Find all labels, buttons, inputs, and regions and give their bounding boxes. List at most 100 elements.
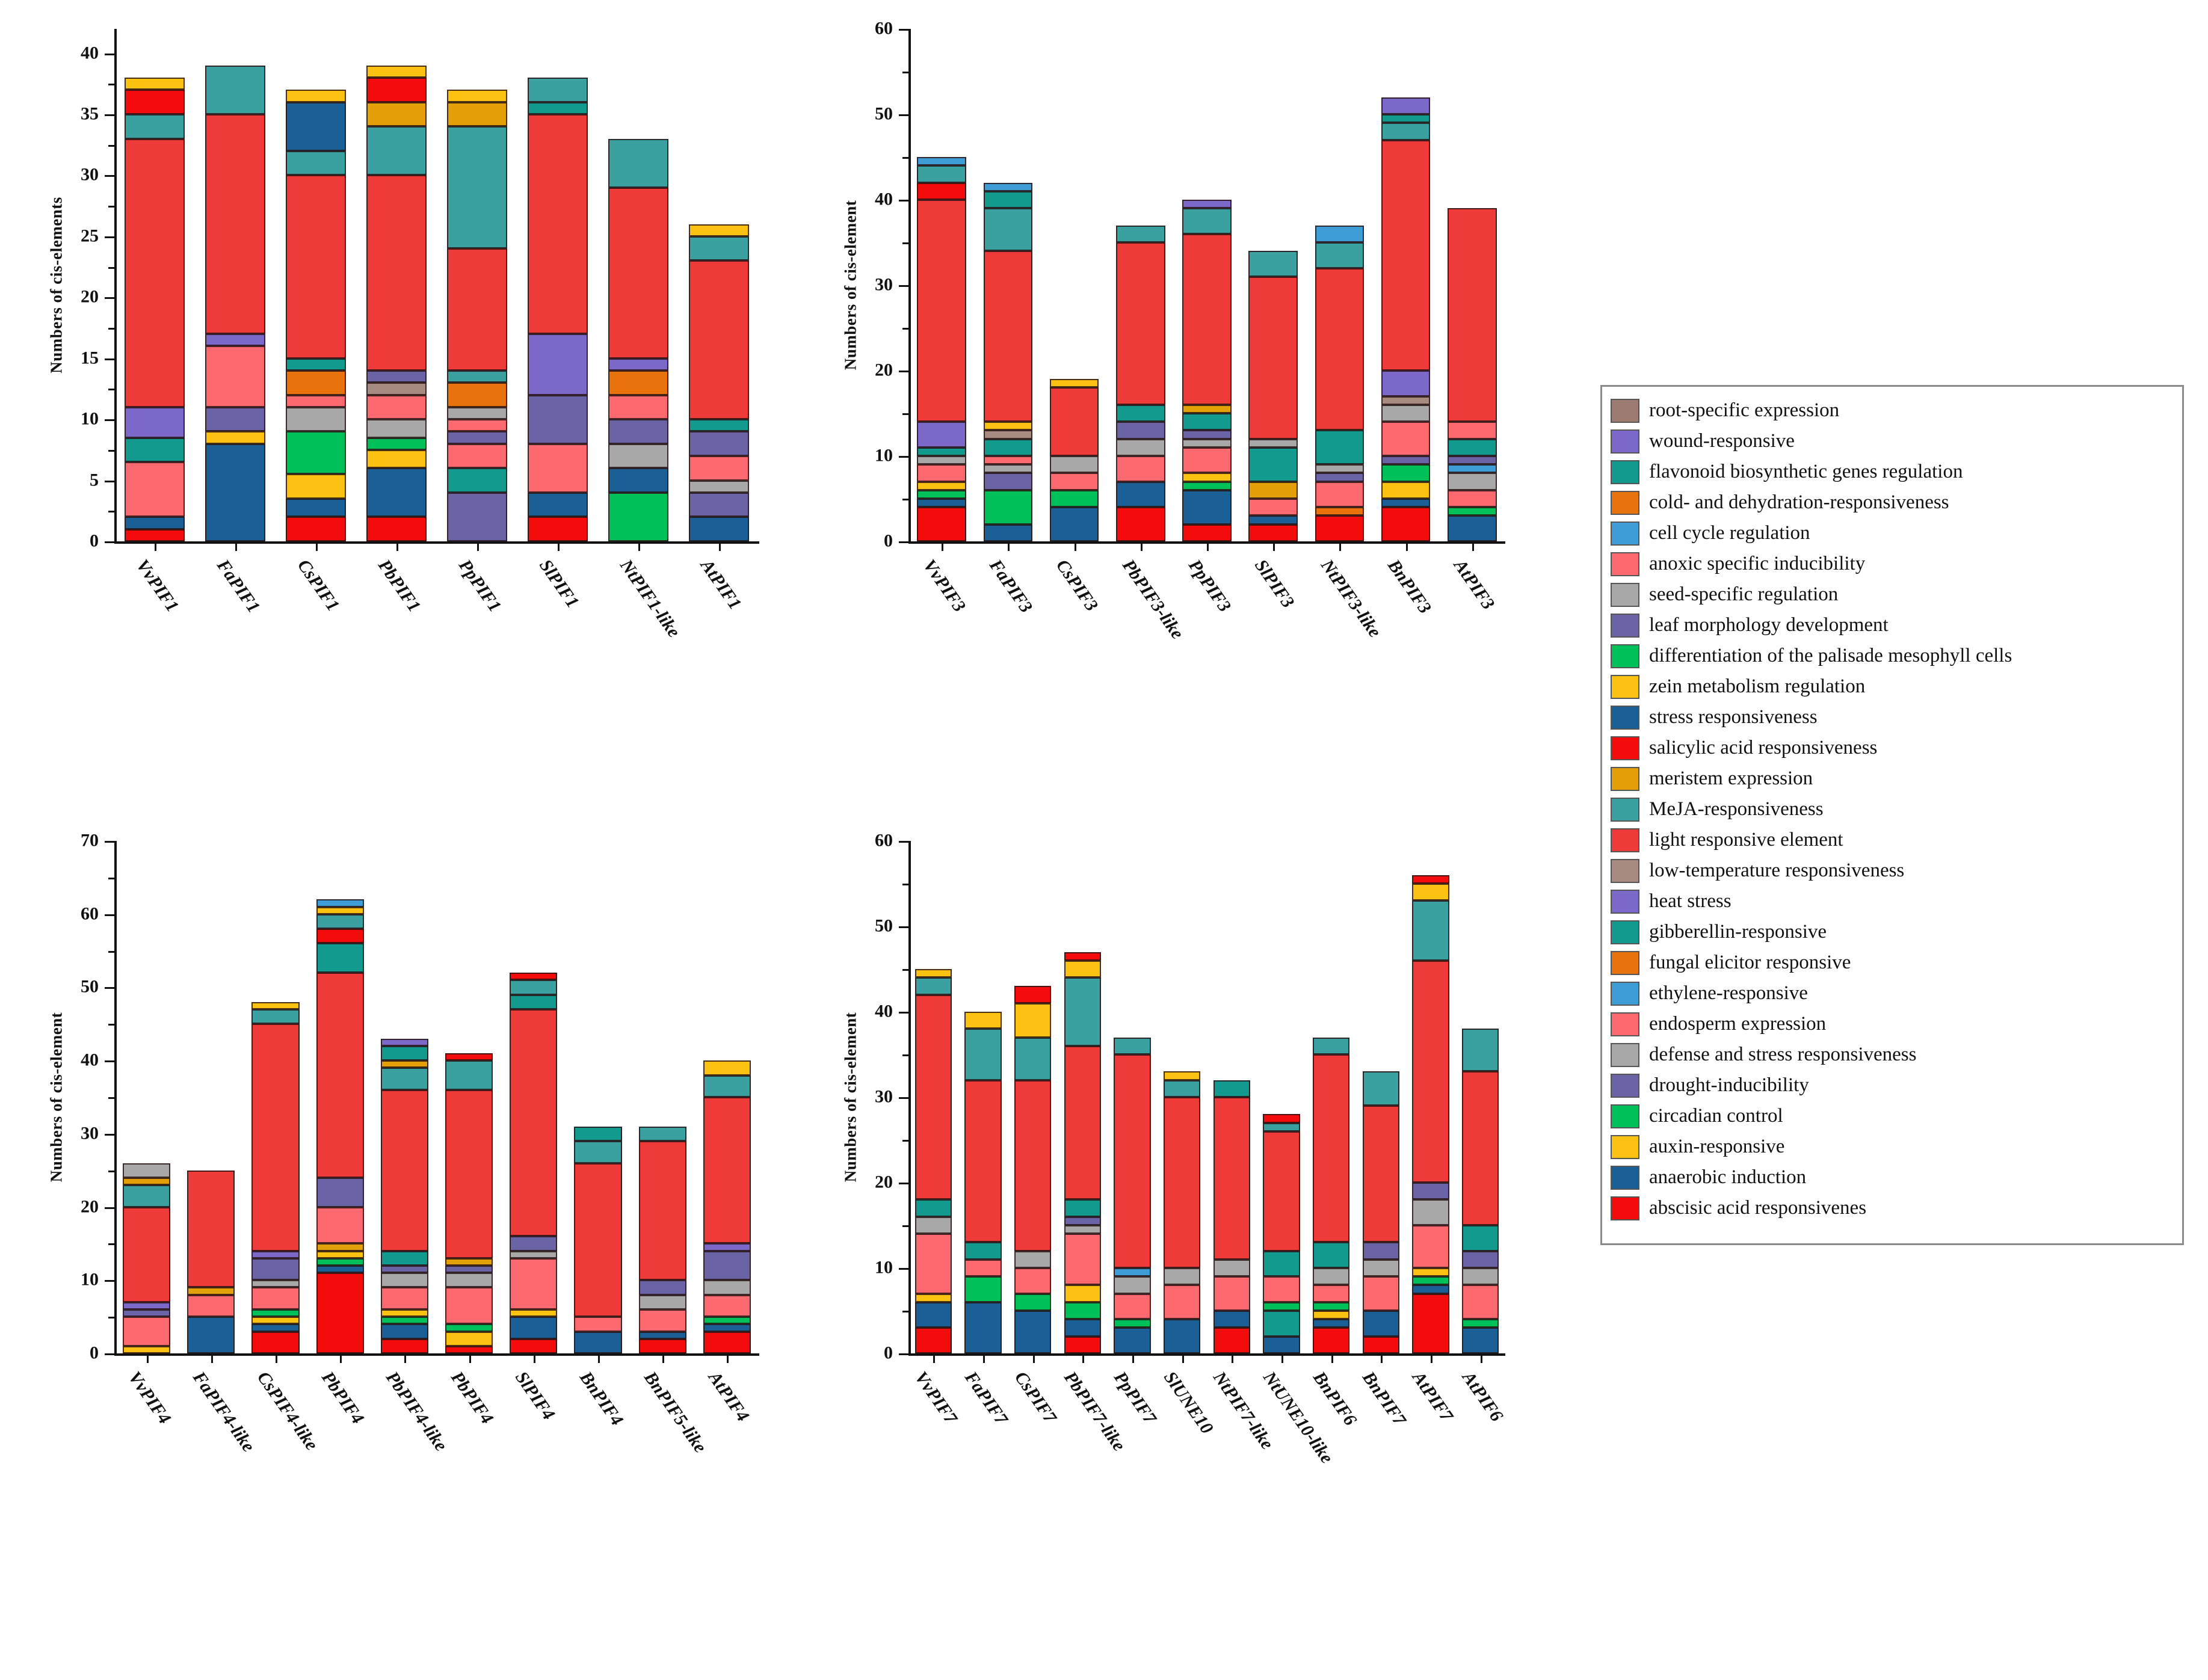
bar-segment[interactable]	[1014, 1268, 1052, 1294]
stacked-bar[interactable]	[983, 182, 1033, 541]
stacked-bar[interactable]	[1182, 200, 1232, 541]
bar-segment[interactable]	[1448, 473, 1497, 490]
legend-item[interactable]: stress responsiveness	[1611, 702, 2171, 733]
bar-segment[interactable]	[366, 102, 427, 127]
bar-segment[interactable]	[286, 395, 346, 407]
stacked-bar[interactable]	[366, 65, 427, 541]
bar-segment[interactable]	[205, 114, 265, 334]
bar-segment[interactable]	[1412, 1285, 1449, 1294]
bar-segment[interactable]	[1064, 1216, 1101, 1226]
bar-segment[interactable]	[528, 443, 588, 493]
bar-segment[interactable]	[1014, 1080, 1052, 1251]
bar-segment[interactable]	[122, 1185, 171, 1207]
bar-segment[interactable]	[689, 419, 749, 432]
bar-segment[interactable]	[1448, 490, 1497, 508]
stacked-bar[interactable]	[316, 899, 364, 1353]
bar-segment[interactable]	[1381, 140, 1431, 371]
bar-segment[interactable]	[1263, 1311, 1300, 1337]
bar-segment[interactable]	[366, 468, 427, 517]
bar-segment[interactable]	[983, 464, 1033, 473]
bar-segment[interactable]	[510, 1309, 558, 1317]
bar-segment[interactable]	[1182, 430, 1232, 439]
bar-segment[interactable]	[1248, 251, 1298, 277]
bar-segment[interactable]	[366, 126, 427, 176]
bar-segment[interactable]	[366, 395, 427, 420]
bar-segment[interactable]	[1049, 379, 1099, 388]
bar-segment[interactable]	[964, 1259, 1002, 1277]
bar-segment[interactable]	[1315, 507, 1365, 516]
bar-segment[interactable]	[1462, 1071, 1499, 1226]
bar-segment[interactable]	[1164, 1080, 1201, 1098]
bar-segment[interactable]	[1049, 507, 1099, 541]
bar-segment[interactable]	[1248, 276, 1298, 439]
bar-segment[interactable]	[1182, 447, 1232, 473]
bar-segment[interactable]	[1412, 1293, 1449, 1353]
legend-item[interactable]: drought-inducibility	[1611, 1070, 2171, 1101]
bar-segment[interactable]	[1064, 1319, 1101, 1337]
bar-segment[interactable]	[689, 431, 749, 457]
bar-segment[interactable]	[286, 150, 346, 176]
bar-segment[interactable]	[1213, 1080, 1250, 1098]
legend-item[interactable]: differentiation of the palisade mesophyl…	[1611, 641, 2171, 671]
stacked-bar[interactable]	[703, 1060, 751, 1353]
bar-segment[interactable]	[1315, 473, 1365, 482]
legend-item[interactable]: zein metabolism regulation	[1611, 671, 2171, 702]
bar-segment[interactable]	[1182, 413, 1232, 431]
bar-segment[interactable]	[914, 969, 952, 978]
bar-segment[interactable]	[125, 114, 185, 139]
bar-segment[interactable]	[914, 977, 952, 995]
bar-segment[interactable]	[983, 524, 1033, 541]
bar-segment[interactable]	[1313, 1037, 1350, 1055]
bar-segment[interactable]	[1064, 960, 1101, 978]
bar-segment[interactable]	[528, 517, 588, 541]
bar-segment[interactable]	[917, 499, 966, 508]
bar-segment[interactable]	[1315, 464, 1365, 473]
bar-segment[interactable]	[1412, 960, 1449, 1183]
bar-segment[interactable]	[1381, 499, 1431, 508]
bar-segment[interactable]	[574, 1317, 622, 1332]
bar-segment[interactable]	[914, 1293, 952, 1302]
bar-segment[interactable]	[445, 1053, 493, 1061]
bar-segment[interactable]	[286, 358, 346, 371]
bar-segment[interactable]	[574, 1141, 622, 1163]
bar-segment[interactable]	[1362, 1106, 1399, 1243]
bar-segment[interactable]	[286, 474, 346, 499]
stacked-bar[interactable]	[528, 78, 588, 541]
legend-item[interactable]: endosperm expression	[1611, 1009, 2171, 1039]
bar-segment[interactable]	[187, 1287, 235, 1295]
bar-segment[interactable]	[1448, 456, 1497, 465]
bar-segment[interactable]	[964, 1080, 1002, 1243]
bar-segment[interactable]	[1263, 1336, 1300, 1353]
bar-segment[interactable]	[1064, 1285, 1101, 1302]
bar-segment[interactable]	[1263, 1276, 1300, 1302]
bar-segment[interactable]	[316, 1273, 364, 1353]
legend-item[interactable]: salicylic acid responsiveness	[1611, 733, 2171, 763]
bar-segment[interactable]	[1412, 1268, 1449, 1277]
bar-segment[interactable]	[380, 1273, 429, 1288]
bar-segment[interactable]	[366, 449, 427, 469]
bar-segment[interactable]	[983, 490, 1033, 525]
bar-segment[interactable]	[316, 943, 364, 973]
bar-segment[interactable]	[1248, 524, 1298, 541]
legend-item[interactable]: meristem expression	[1611, 763, 2171, 794]
bar-segment[interactable]	[316, 914, 364, 929]
bar-segment[interactable]	[1064, 1336, 1101, 1353]
bar-segment[interactable]	[1049, 456, 1099, 473]
bar-segment[interactable]	[510, 1236, 558, 1251]
stacked-bar[interactable]	[1248, 251, 1298, 541]
stacked-bar[interactable]	[1462, 1029, 1499, 1353]
bar-segment[interactable]	[1064, 1045, 1101, 1200]
legend-item[interactable]: defense and stress responsiveness	[1611, 1039, 2171, 1070]
stacked-bar[interactable]	[125, 78, 185, 541]
bar-segment[interactable]	[510, 994, 558, 1009]
bar-segment[interactable]	[917, 182, 966, 200]
bar-segment[interactable]	[366, 517, 427, 541]
bar-segment[interactable]	[1248, 499, 1298, 516]
bar-segment[interactable]	[1182, 200, 1232, 209]
bar-segment[interactable]	[917, 456, 966, 465]
bar-segment[interactable]	[1263, 1131, 1300, 1251]
stacked-bar[interactable]	[1263, 1114, 1300, 1353]
bar-segment[interactable]	[574, 1126, 622, 1142]
bar-segment[interactable]	[445, 1265, 493, 1273]
bar-segment[interactable]	[1412, 900, 1449, 961]
